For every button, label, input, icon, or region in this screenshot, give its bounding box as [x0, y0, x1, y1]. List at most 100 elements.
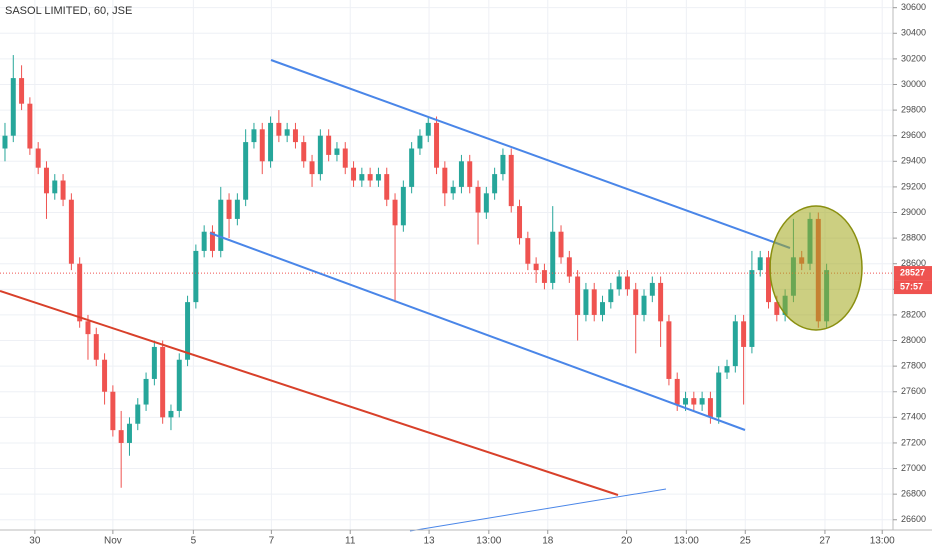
red-trend-line	[0, 290, 619, 496]
candle-body	[85, 321, 91, 335]
candle-body	[475, 186, 481, 213]
candle-body	[27, 103, 33, 149]
candle-body	[160, 346, 166, 418]
candle-body	[35, 148, 41, 168]
candle-body	[52, 180, 58, 194]
candle-body	[251, 129, 257, 143]
candle-body	[60, 180, 66, 200]
candle-body	[392, 199, 398, 226]
x-tick-label: 11	[345, 536, 356, 547]
candle-body	[766, 257, 772, 303]
candle-body	[517, 206, 523, 239]
y-tick-label: 27000	[901, 463, 926, 473]
candle-body	[301, 142, 307, 162]
x-tick-label: 13:00	[476, 536, 501, 547]
drawings	[0, 59, 863, 532]
y-tick-label: 30600	[901, 2, 926, 12]
candle-body	[749, 270, 755, 347]
candle-body	[284, 129, 290, 136]
candle-body	[774, 302, 780, 315]
thin-trend-line	[409, 488, 667, 532]
candle-body	[276, 122, 282, 136]
candle-body	[583, 289, 589, 315]
countdown-box	[894, 280, 932, 295]
y-tick-label: 28200	[901, 309, 926, 319]
candle-body	[326, 135, 332, 155]
x-tick-label: 13:00	[870, 536, 895, 547]
y-tick-label: 29600	[901, 130, 926, 140]
y-tick-label: 29000	[901, 207, 926, 217]
x-tick-label: 30	[29, 536, 41, 547]
candle-body	[483, 193, 489, 213]
candle-body	[458, 161, 464, 187]
candle-body	[624, 276, 630, 290]
candle-body	[633, 289, 639, 315]
candle-body	[757, 257, 763, 271]
last-price-label: 28527	[900, 267, 925, 277]
candle-body	[434, 122, 440, 168]
candle-body	[674, 378, 680, 405]
candle-body	[193, 250, 199, 303]
countdown-label: 57:57	[900, 281, 923, 291]
candle-body	[716, 372, 722, 418]
candle-body	[467, 161, 473, 187]
x-tick-label: 7	[269, 536, 275, 547]
y-tick-label: 28800	[901, 232, 926, 242]
candle-body	[541, 270, 547, 283]
candle-body	[201, 231, 207, 251]
candle-body	[500, 154, 506, 175]
candle-body	[417, 135, 423, 149]
candle-body	[209, 231, 215, 251]
y-tick-label: 28000	[901, 335, 926, 345]
candle-body	[450, 186, 456, 194]
candle-body	[268, 122, 274, 162]
candle-body	[43, 167, 49, 194]
candle-body	[334, 148, 340, 155]
candle-body	[359, 174, 365, 181]
y-tick-label: 27600	[901, 386, 926, 396]
candle-body	[641, 295, 647, 315]
candle-body	[185, 302, 191, 360]
candle-body	[658, 282, 664, 322]
candle-body	[525, 238, 531, 264]
x-tick-label: Nov	[104, 536, 122, 547]
x-tick-label: 13:00	[674, 536, 699, 547]
candle-body	[699, 398, 705, 405]
candle-body	[608, 289, 614, 303]
candle-body	[649, 282, 655, 296]
candle-body	[351, 167, 357, 181]
candle-body	[126, 423, 132, 443]
candle-body	[226, 199, 232, 219]
candle-body	[243, 142, 249, 200]
candles	[0, 55, 893, 488]
candle-body	[591, 289, 597, 315]
y-tick-label: 27800	[901, 361, 926, 371]
candle-body	[77, 263, 83, 322]
candle-body	[110, 391, 116, 431]
upper-channel-line	[270, 59, 791, 249]
candle-body	[409, 148, 415, 187]
x-tick-label: 13	[424, 536, 436, 547]
candle-body	[375, 174, 381, 181]
candle-body	[384, 174, 390, 200]
y-tick-label: 29200	[901, 181, 926, 191]
candle-body	[732, 321, 738, 367]
grid	[0, 0, 893, 530]
candle-body	[10, 78, 16, 136]
y-tick-label: 26800	[901, 489, 926, 499]
candle-body	[234, 199, 240, 219]
candle-body	[575, 276, 581, 315]
candle-body	[292, 129, 298, 143]
candle-body	[425, 122, 431, 136]
candle-body	[550, 231, 556, 283]
candle-body	[400, 186, 406, 226]
y-tick-label: 29400	[901, 156, 926, 166]
highlight-ellipse	[769, 205, 863, 331]
candle-body	[2, 135, 8, 149]
candle-body	[683, 398, 689, 405]
x-tick-label: 18	[542, 536, 554, 547]
candle-body	[151, 346, 157, 379]
candle-body	[566, 257, 572, 277]
